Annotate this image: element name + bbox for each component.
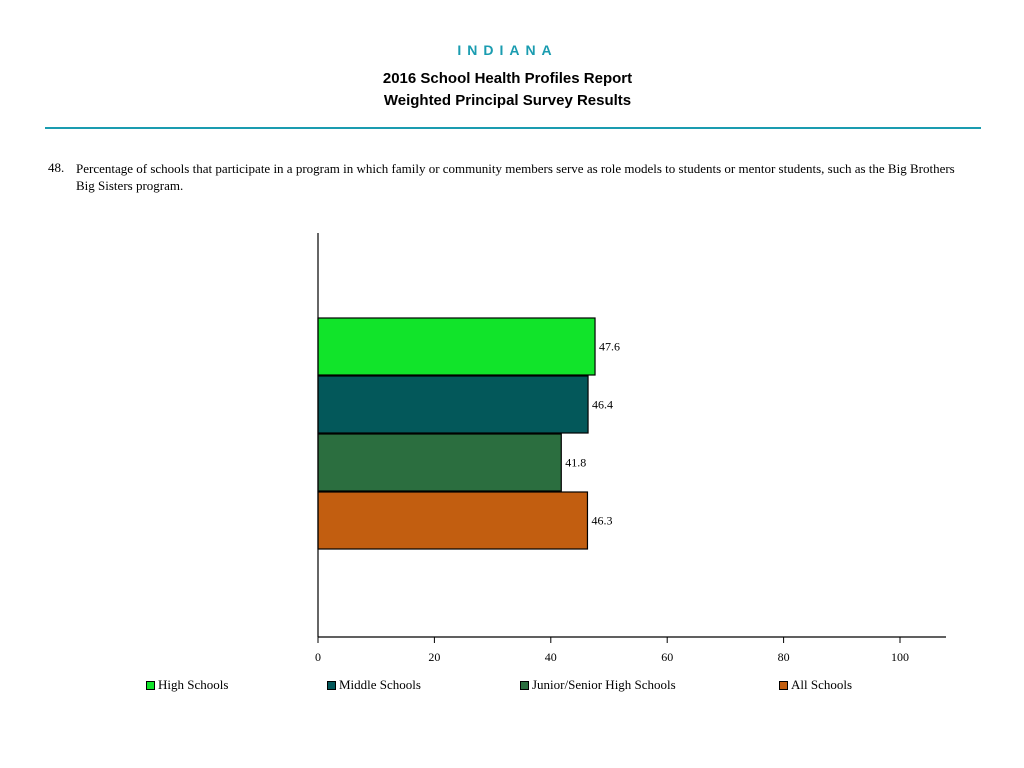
bars-group: 47.6 46.4 41.8 46.3 — [317, 317, 620, 550]
question-number: 48. — [48, 160, 65, 175]
legend-item-middle-schools: Middle Schools — [327, 677, 421, 693]
legend-item-all-schools: All Schools — [779, 677, 852, 693]
x-tick-label: 20 — [428, 650, 440, 664]
legend-label: Middle Schools — [339, 677, 421, 692]
bar-high-schools — [317, 317, 596, 376]
legend-label: High Schools — [158, 677, 229, 692]
legend-swatch — [146, 680, 155, 690]
legend-swatch — [779, 680, 788, 690]
x-tick-label: 80 — [778, 650, 790, 664]
report-title: 2016 School Health Profiles Report — [382, 70, 633, 87]
report-subtitle: Weighted Principal Survey Results — [383, 92, 632, 109]
bar-value-label: 46.4 — [592, 398, 613, 412]
legend-item-junior-senior-high-schools: Junior/Senior High Schools — [520, 677, 676, 693]
bar-value-label: 46.3 — [591, 514, 612, 528]
x-tick-label: 60 — [661, 650, 673, 664]
state-name: INDIANA — [457, 42, 558, 58]
bar-middle-schools — [317, 375, 589, 434]
legend-swatch — [327, 680, 336, 690]
header-divider — [45, 127, 981, 129]
bar-value-label: 41.8 — [565, 456, 586, 470]
legend-label: Junior/Senior High Schools — [532, 677, 676, 692]
x-tick-label: 100 — [891, 650, 909, 664]
question-text: Percentage of schools that participate i… — [76, 161, 955, 193]
bar-value-label: 47.6 — [599, 340, 620, 354]
legend-label: All Schools — [791, 677, 853, 692]
legend-item-high-schools: High Schools — [146, 677, 228, 693]
legend-swatch — [520, 680, 529, 690]
x-tick-label: 40 — [545, 650, 557, 664]
x-tick-label: 0 — [315, 650, 321, 664]
axes-group: 0 20 40 60 80 100 — [315, 233, 946, 664]
bar-junior-senior-high-schools — [317, 433, 562, 492]
bar-all-schools — [317, 491, 589, 550]
